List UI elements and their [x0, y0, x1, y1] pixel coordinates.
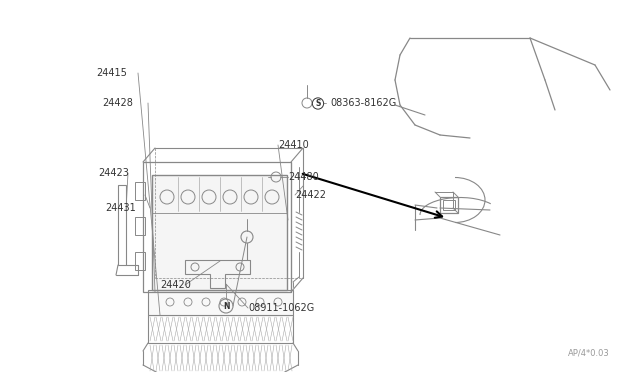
Text: 24431: 24431: [105, 203, 136, 213]
Text: 08363-8162G: 08363-8162G: [330, 98, 396, 108]
Bar: [440, 197, 458, 213]
Text: 24480: 24480: [288, 172, 319, 182]
Text: 24423: 24423: [98, 168, 129, 178]
Text: 24428: 24428: [102, 98, 133, 108]
Text: S: S: [316, 99, 321, 108]
Bar: [135, 217, 145, 235]
Text: 24415: 24415: [96, 68, 127, 78]
Text: AP/4*0.03: AP/4*0.03: [568, 349, 610, 358]
Bar: [118, 185, 126, 265]
Bar: [143, 162, 291, 292]
Text: 08911-1062G: 08911-1062G: [248, 303, 314, 313]
Bar: [135, 252, 145, 270]
Text: N: N: [223, 302, 229, 311]
Text: 24420: 24420: [160, 280, 191, 290]
Bar: [152, 175, 287, 290]
Text: 24422: 24422: [295, 190, 326, 200]
Bar: [148, 315, 293, 343]
Text: 24410: 24410: [278, 140, 308, 150]
Bar: [148, 290, 293, 315]
Bar: [135, 182, 145, 200]
Bar: [443, 200, 455, 210]
